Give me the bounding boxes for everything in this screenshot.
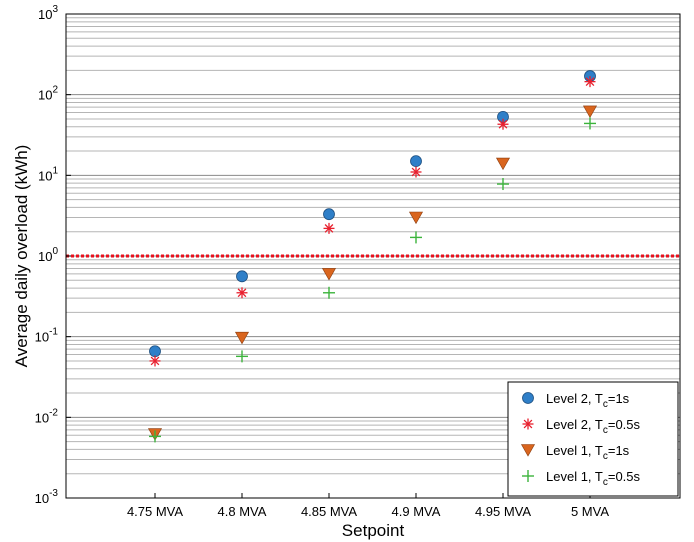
legend-label-subscript: c: [603, 425, 608, 436]
data-marks: [147, 70, 598, 443]
series-3-point: [582, 105, 598, 119]
y-tick-label: 103: [38, 4, 58, 22]
x-tick-label: 4.75 MVA: [127, 504, 183, 519]
series-4-point: [584, 117, 596, 130]
series-2-point: [584, 76, 596, 88]
series-4-point: [323, 286, 335, 299]
series-4-point: [410, 231, 422, 244]
series-2-point: [497, 118, 509, 130]
y-tick-label: 10-2: [35, 407, 59, 425]
series-3-point: [408, 211, 424, 225]
legend-marker-4: [522, 470, 534, 482]
series-3-point: [321, 268, 337, 281]
legend-label-subscript: c: [603, 451, 608, 462]
y-tick-base: 10: [38, 249, 52, 264]
legend-label-4: Level 1, Tc=0.5s: [546, 469, 641, 488]
series-3-point: [495, 157, 511, 171]
legend-label-main: Level 2, T: [546, 417, 603, 432]
legend-label-tail: =0.5s: [608, 417, 641, 432]
y-tick-label: 102: [38, 85, 58, 103]
asterisk-stroke: [523, 419, 533, 429]
series-4-point: [149, 430, 161, 443]
y-tick-exponent: -2: [49, 407, 58, 418]
asterisk-stroke: [585, 77, 595, 87]
x-axis-title: Setpoint: [342, 521, 405, 540]
legend-marker-1: [522, 392, 534, 404]
grid: [66, 13, 680, 475]
x-tick-label: 4.8 MVA: [218, 504, 267, 519]
x-tick-label: 4.95 MVA: [475, 504, 531, 519]
legend-label-tail: =0.5s: [608, 469, 641, 484]
x-tick-label: 5 MVA: [571, 504, 609, 519]
series-4-point: [236, 350, 248, 363]
legend-label-main: Level 1, T: [546, 443, 603, 458]
x-tick-label: 4.9 MVA: [392, 504, 441, 519]
y-tick-exponent: -1: [49, 327, 58, 338]
series-1-point: [323, 208, 335, 221]
legend-label-subscript: c: [603, 477, 608, 488]
legend-label-main: Level 1, T: [546, 469, 603, 484]
y-tick-label: 101: [38, 165, 58, 183]
y-tick-exponent: 3: [52, 4, 58, 15]
legend-marker-2: [522, 418, 534, 430]
y-tick-exponent: 0: [52, 246, 58, 257]
y-tick-label: 10-3: [35, 488, 59, 506]
y-axis-title: Average daily overload (kWh): [12, 145, 31, 368]
legend-label-2: Level 2, Tc=0.5s: [546, 417, 641, 436]
legend-box: [507, 381, 679, 497]
y-tick-exponent: 2: [52, 85, 58, 96]
legend-label-tail: =1s: [608, 391, 630, 406]
x-tick-label: 4.85 MVA: [301, 504, 357, 519]
asterisk-stroke: [411, 167, 421, 177]
series-1-point: [236, 270, 248, 283]
legend-label-tail: =1s: [608, 443, 630, 458]
series-3-point: [234, 331, 250, 345]
y-tick-base: 10: [35, 491, 49, 506]
y-tick-exponent: -3: [49, 488, 58, 499]
legend-label-1: Level 2, Tc=1s: [546, 391, 630, 410]
y-tick-base: 10: [35, 410, 49, 425]
series-4-point: [497, 178, 509, 191]
y-tick-base: 10: [38, 7, 52, 22]
y-tick-base: 10: [38, 168, 52, 183]
y-tick-label: 10-1: [35, 327, 59, 345]
series-2-point: [410, 166, 422, 178]
y-tick-exponent: 1: [52, 165, 58, 176]
legend-label-main: Level 2, T: [546, 391, 603, 406]
asterisk-stroke: [237, 288, 247, 298]
y-tick-base: 10: [38, 88, 52, 103]
y-tick-base: 10: [35, 330, 49, 345]
asterisk-stroke: [150, 356, 160, 366]
y-tick-label: 100: [38, 246, 58, 264]
series-2-point: [149, 355, 161, 367]
asterisk-stroke: [324, 224, 334, 233]
series-1-point: [149, 345, 161, 358]
series-2-point: [323, 222, 335, 234]
asterisk-stroke: [498, 119, 508, 129]
series-2-point: [236, 287, 248, 299]
legend-marker-3: [520, 444, 536, 457]
legend-label-subscript: c: [603, 399, 608, 410]
legend-label-3: Level 1, Tc=1s: [546, 443, 630, 462]
series-1-point: [410, 155, 422, 168]
x-axis: 4.75 MVA 4.8 MVA 4.85 MVA 4.9 MVA 4.95 MVA 5 …: [127, 493, 609, 519]
